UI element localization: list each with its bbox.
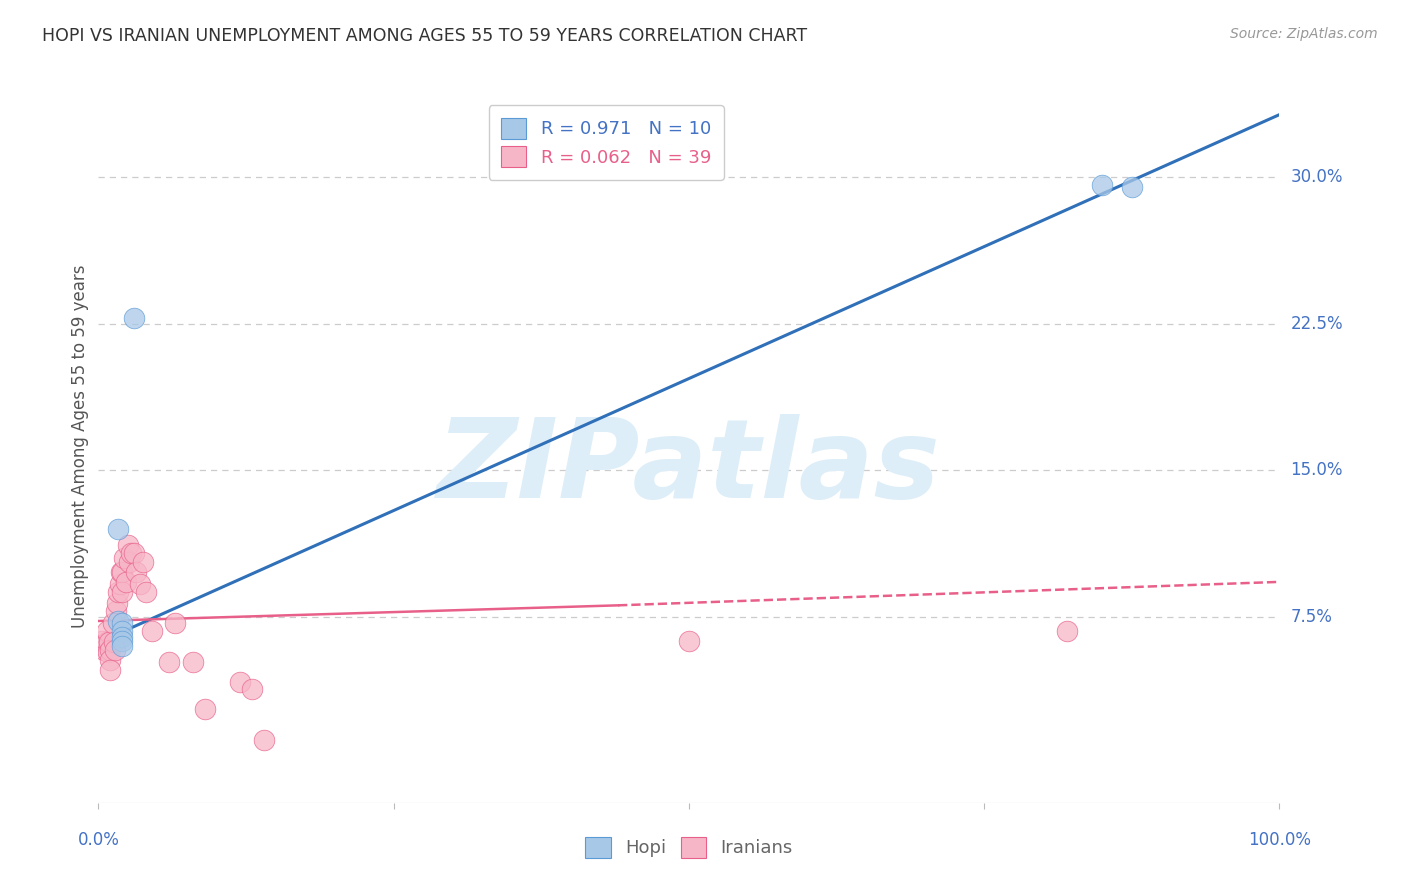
Point xyxy=(105,604,128,618)
Text: 15.0%: 15.0% xyxy=(1291,461,1343,479)
Point xyxy=(107,584,129,599)
Text: 7.5%: 7.5% xyxy=(1291,608,1333,626)
Point xyxy=(98,663,121,677)
Point xyxy=(108,577,131,591)
Point xyxy=(165,615,187,630)
Point xyxy=(111,640,134,654)
Point xyxy=(114,574,136,589)
Point xyxy=(104,643,127,657)
Point xyxy=(240,682,263,697)
Point xyxy=(105,596,128,610)
Point xyxy=(135,584,157,599)
Point xyxy=(132,555,155,569)
Point xyxy=(111,633,134,648)
Point xyxy=(93,643,115,657)
Point xyxy=(111,624,134,638)
Text: ZIPatlas: ZIPatlas xyxy=(437,414,941,521)
Text: 30.0%: 30.0% xyxy=(1291,169,1343,186)
Point xyxy=(128,577,150,591)
Point xyxy=(121,545,143,559)
Point xyxy=(118,555,141,569)
Point xyxy=(96,624,118,638)
Point xyxy=(229,674,252,689)
Point xyxy=(110,565,132,579)
Point xyxy=(678,633,700,648)
Point xyxy=(111,630,134,644)
Point xyxy=(1056,624,1078,638)
Point xyxy=(122,545,145,559)
Point xyxy=(98,653,121,667)
Point xyxy=(111,584,134,599)
Point xyxy=(91,633,114,648)
Point xyxy=(117,538,139,552)
Text: 100.0%: 100.0% xyxy=(1249,830,1310,848)
Point xyxy=(98,643,121,657)
Point xyxy=(194,702,217,716)
Point xyxy=(98,635,121,649)
Point xyxy=(181,655,204,669)
Point xyxy=(141,624,163,638)
Point xyxy=(101,615,124,630)
Point xyxy=(107,522,129,536)
Text: HOPI VS IRANIAN UNEMPLOYMENT AMONG AGES 55 TO 59 YEARS CORRELATION CHART: HOPI VS IRANIAN UNEMPLOYMENT AMONG AGES … xyxy=(42,27,807,45)
Point xyxy=(125,565,148,579)
Point xyxy=(97,645,120,659)
Text: Source: ZipAtlas.com: Source: ZipAtlas.com xyxy=(1230,27,1378,41)
Point xyxy=(111,615,134,630)
Point xyxy=(103,635,125,649)
Text: 22.5%: 22.5% xyxy=(1291,315,1343,333)
Point xyxy=(111,565,134,579)
Point xyxy=(112,551,135,566)
Legend: Hopi, Iranians: Hopi, Iranians xyxy=(578,830,800,865)
Y-axis label: Unemployment Among Ages 55 to 59 years: Unemployment Among Ages 55 to 59 years xyxy=(70,264,89,628)
Point xyxy=(1121,180,1143,194)
Point xyxy=(157,655,180,669)
Point xyxy=(253,733,276,747)
Text: 0.0%: 0.0% xyxy=(77,830,120,848)
Point xyxy=(107,614,129,628)
Point xyxy=(96,635,118,649)
Point xyxy=(122,310,145,325)
Point xyxy=(1091,178,1114,192)
